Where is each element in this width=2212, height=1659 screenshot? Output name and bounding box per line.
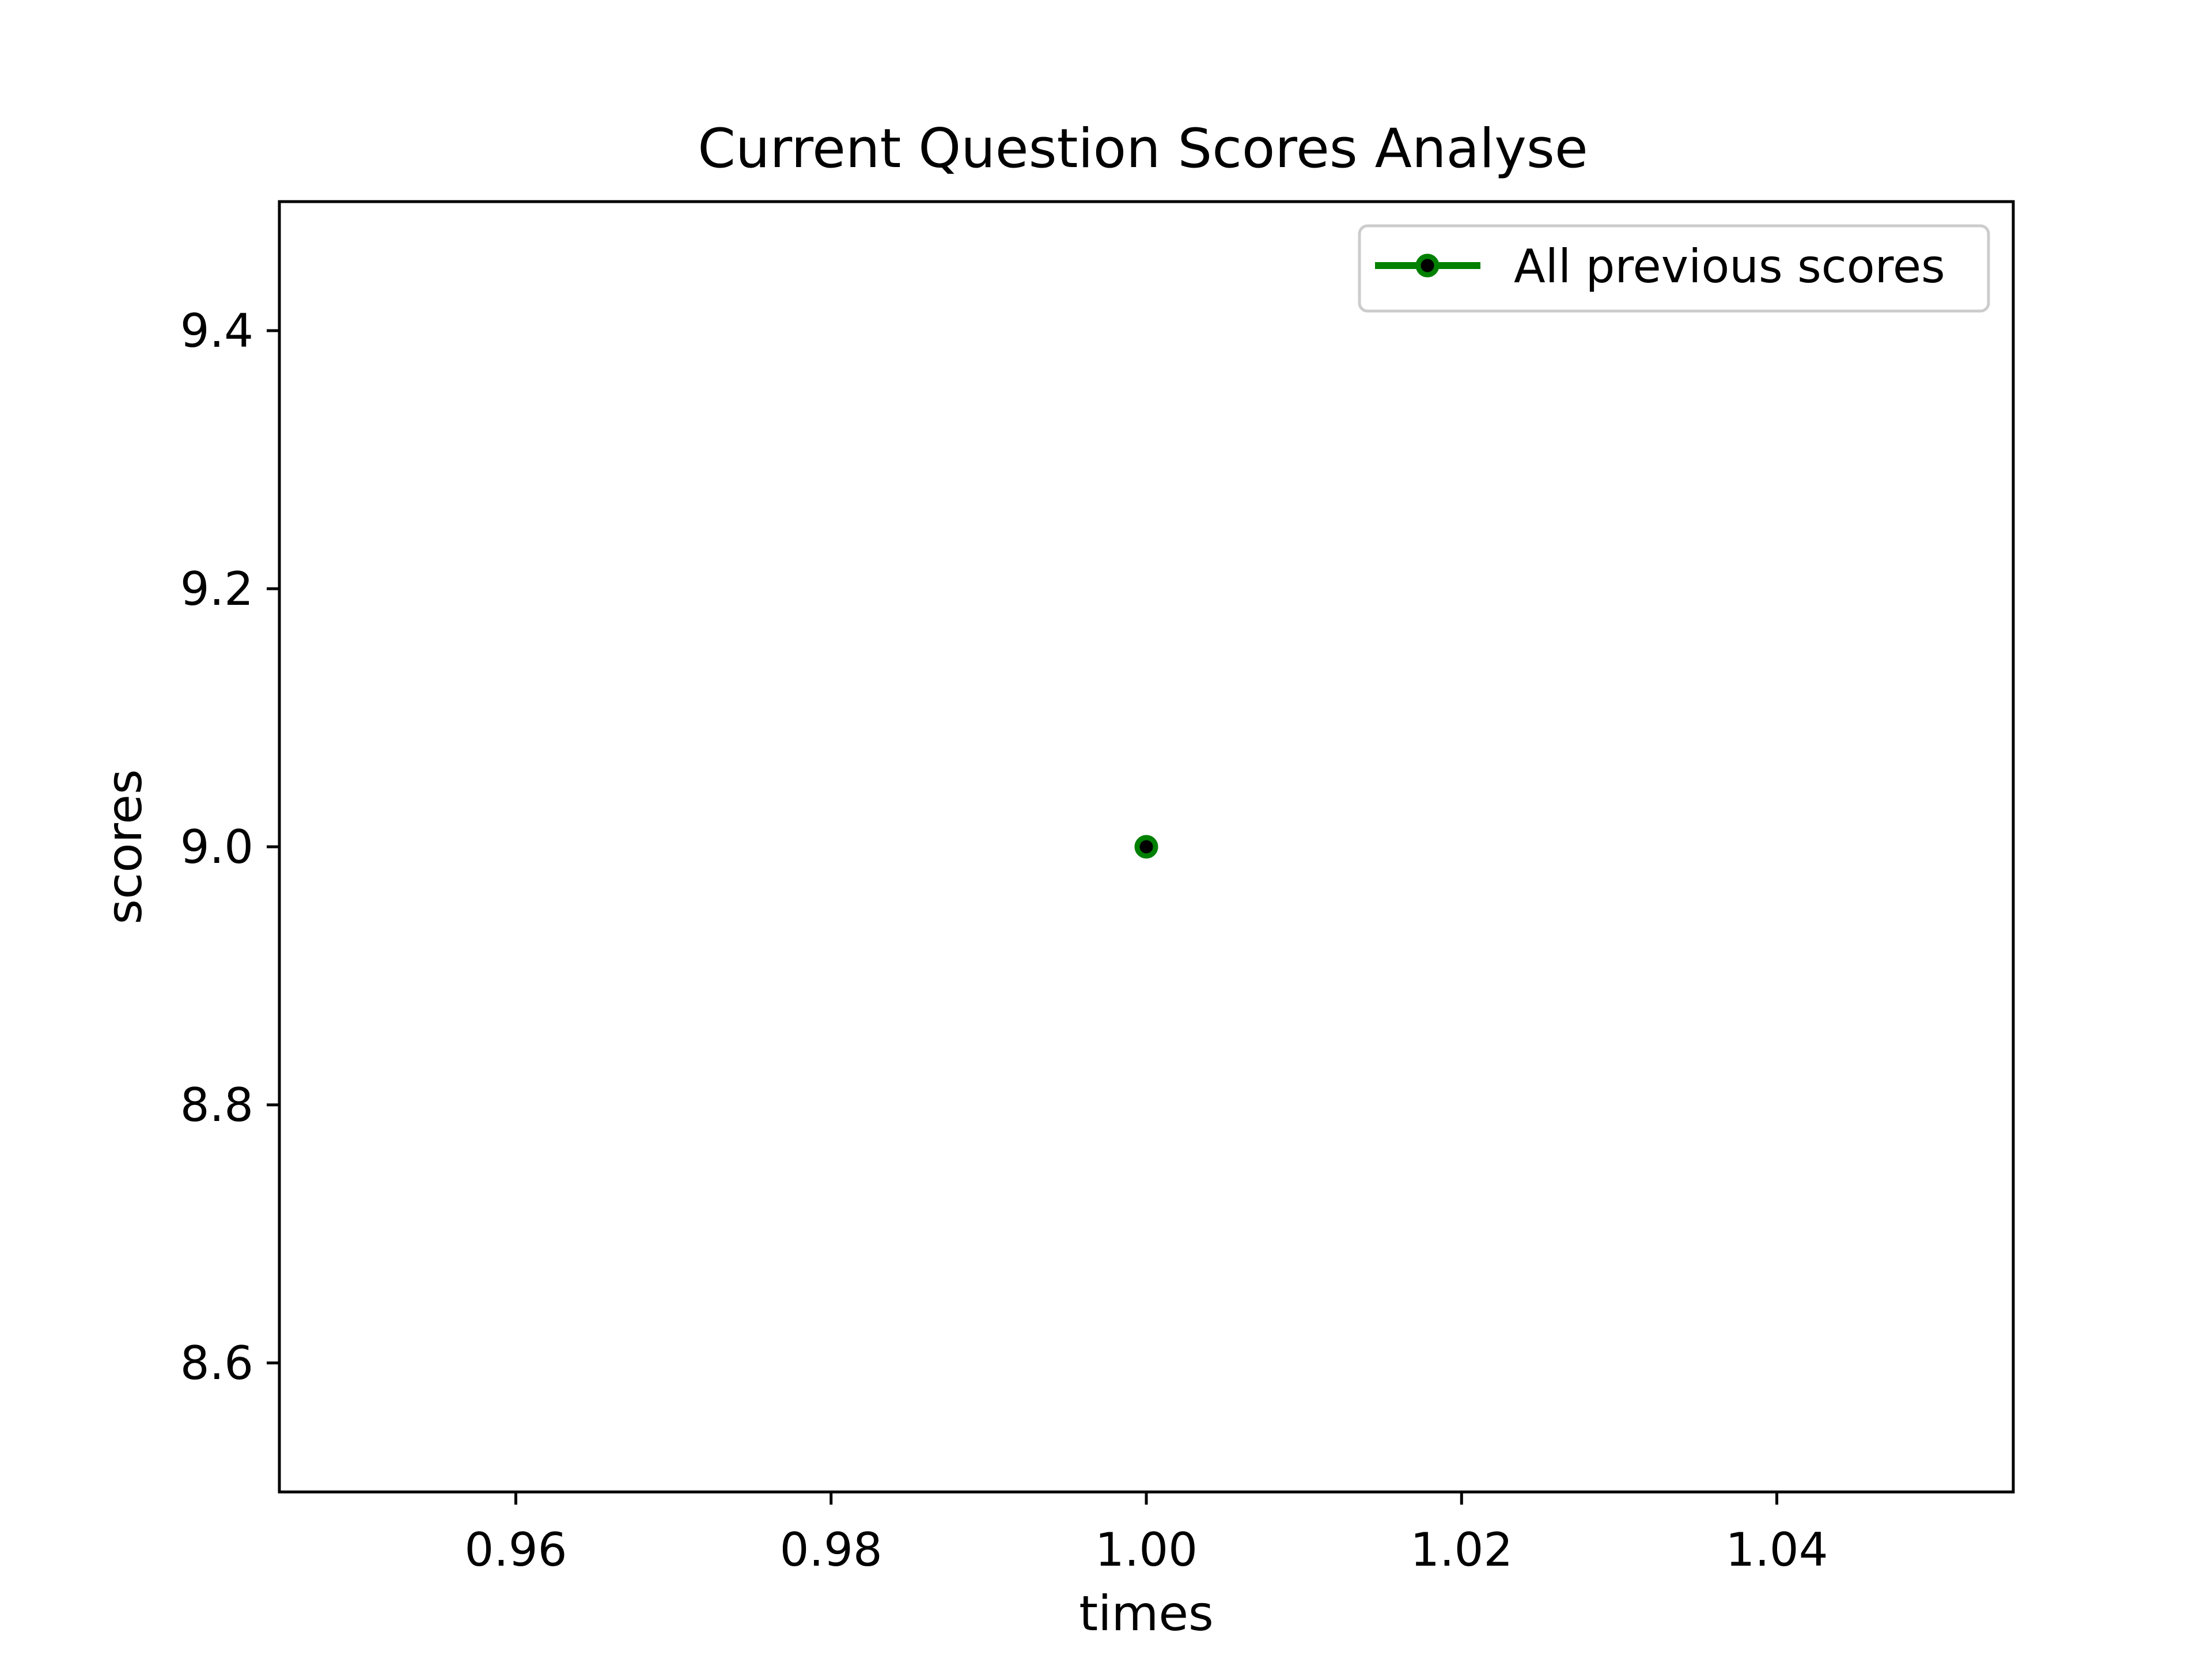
series-layer	[1134, 835, 1158, 859]
legend-entry-label: All previous scores	[1514, 240, 1945, 293]
y-tick-label: 8.6	[180, 1336, 253, 1390]
chart-title: Current Question Scores Analyse	[698, 118, 1588, 180]
x-tick-label: 1.04	[1725, 1523, 1828, 1577]
legend-box	[1358, 224, 1990, 313]
x-tick-label: 0.96	[464, 1523, 567, 1577]
y-tick-label: 9.4	[180, 304, 253, 358]
y-tick-label: 9.0	[180, 820, 253, 874]
legend-marker-swatch	[1415, 253, 1440, 278]
legend: All previous scores	[1358, 224, 1990, 313]
x-axis-label: times	[1079, 1585, 1214, 1642]
y-axis-ticks: 8.6 8.8 9.0 9.2 9.4	[180, 304, 279, 1390]
plot-frame	[278, 200, 2015, 1494]
y-tick-label: 8.8	[180, 1078, 253, 1132]
x-tick-label: 0.98	[780, 1523, 882, 1577]
y-axis-label: scores	[96, 769, 153, 924]
x-tick-label: 1.00	[1095, 1523, 1198, 1577]
y-tick-label: 9.2	[180, 562, 253, 616]
data-point	[1134, 835, 1158, 859]
x-axis-ticks: 0.96 0.98 1.00 1.02 1.04	[464, 1492, 1828, 1577]
x-tick-label: 1.02	[1410, 1523, 1513, 1577]
